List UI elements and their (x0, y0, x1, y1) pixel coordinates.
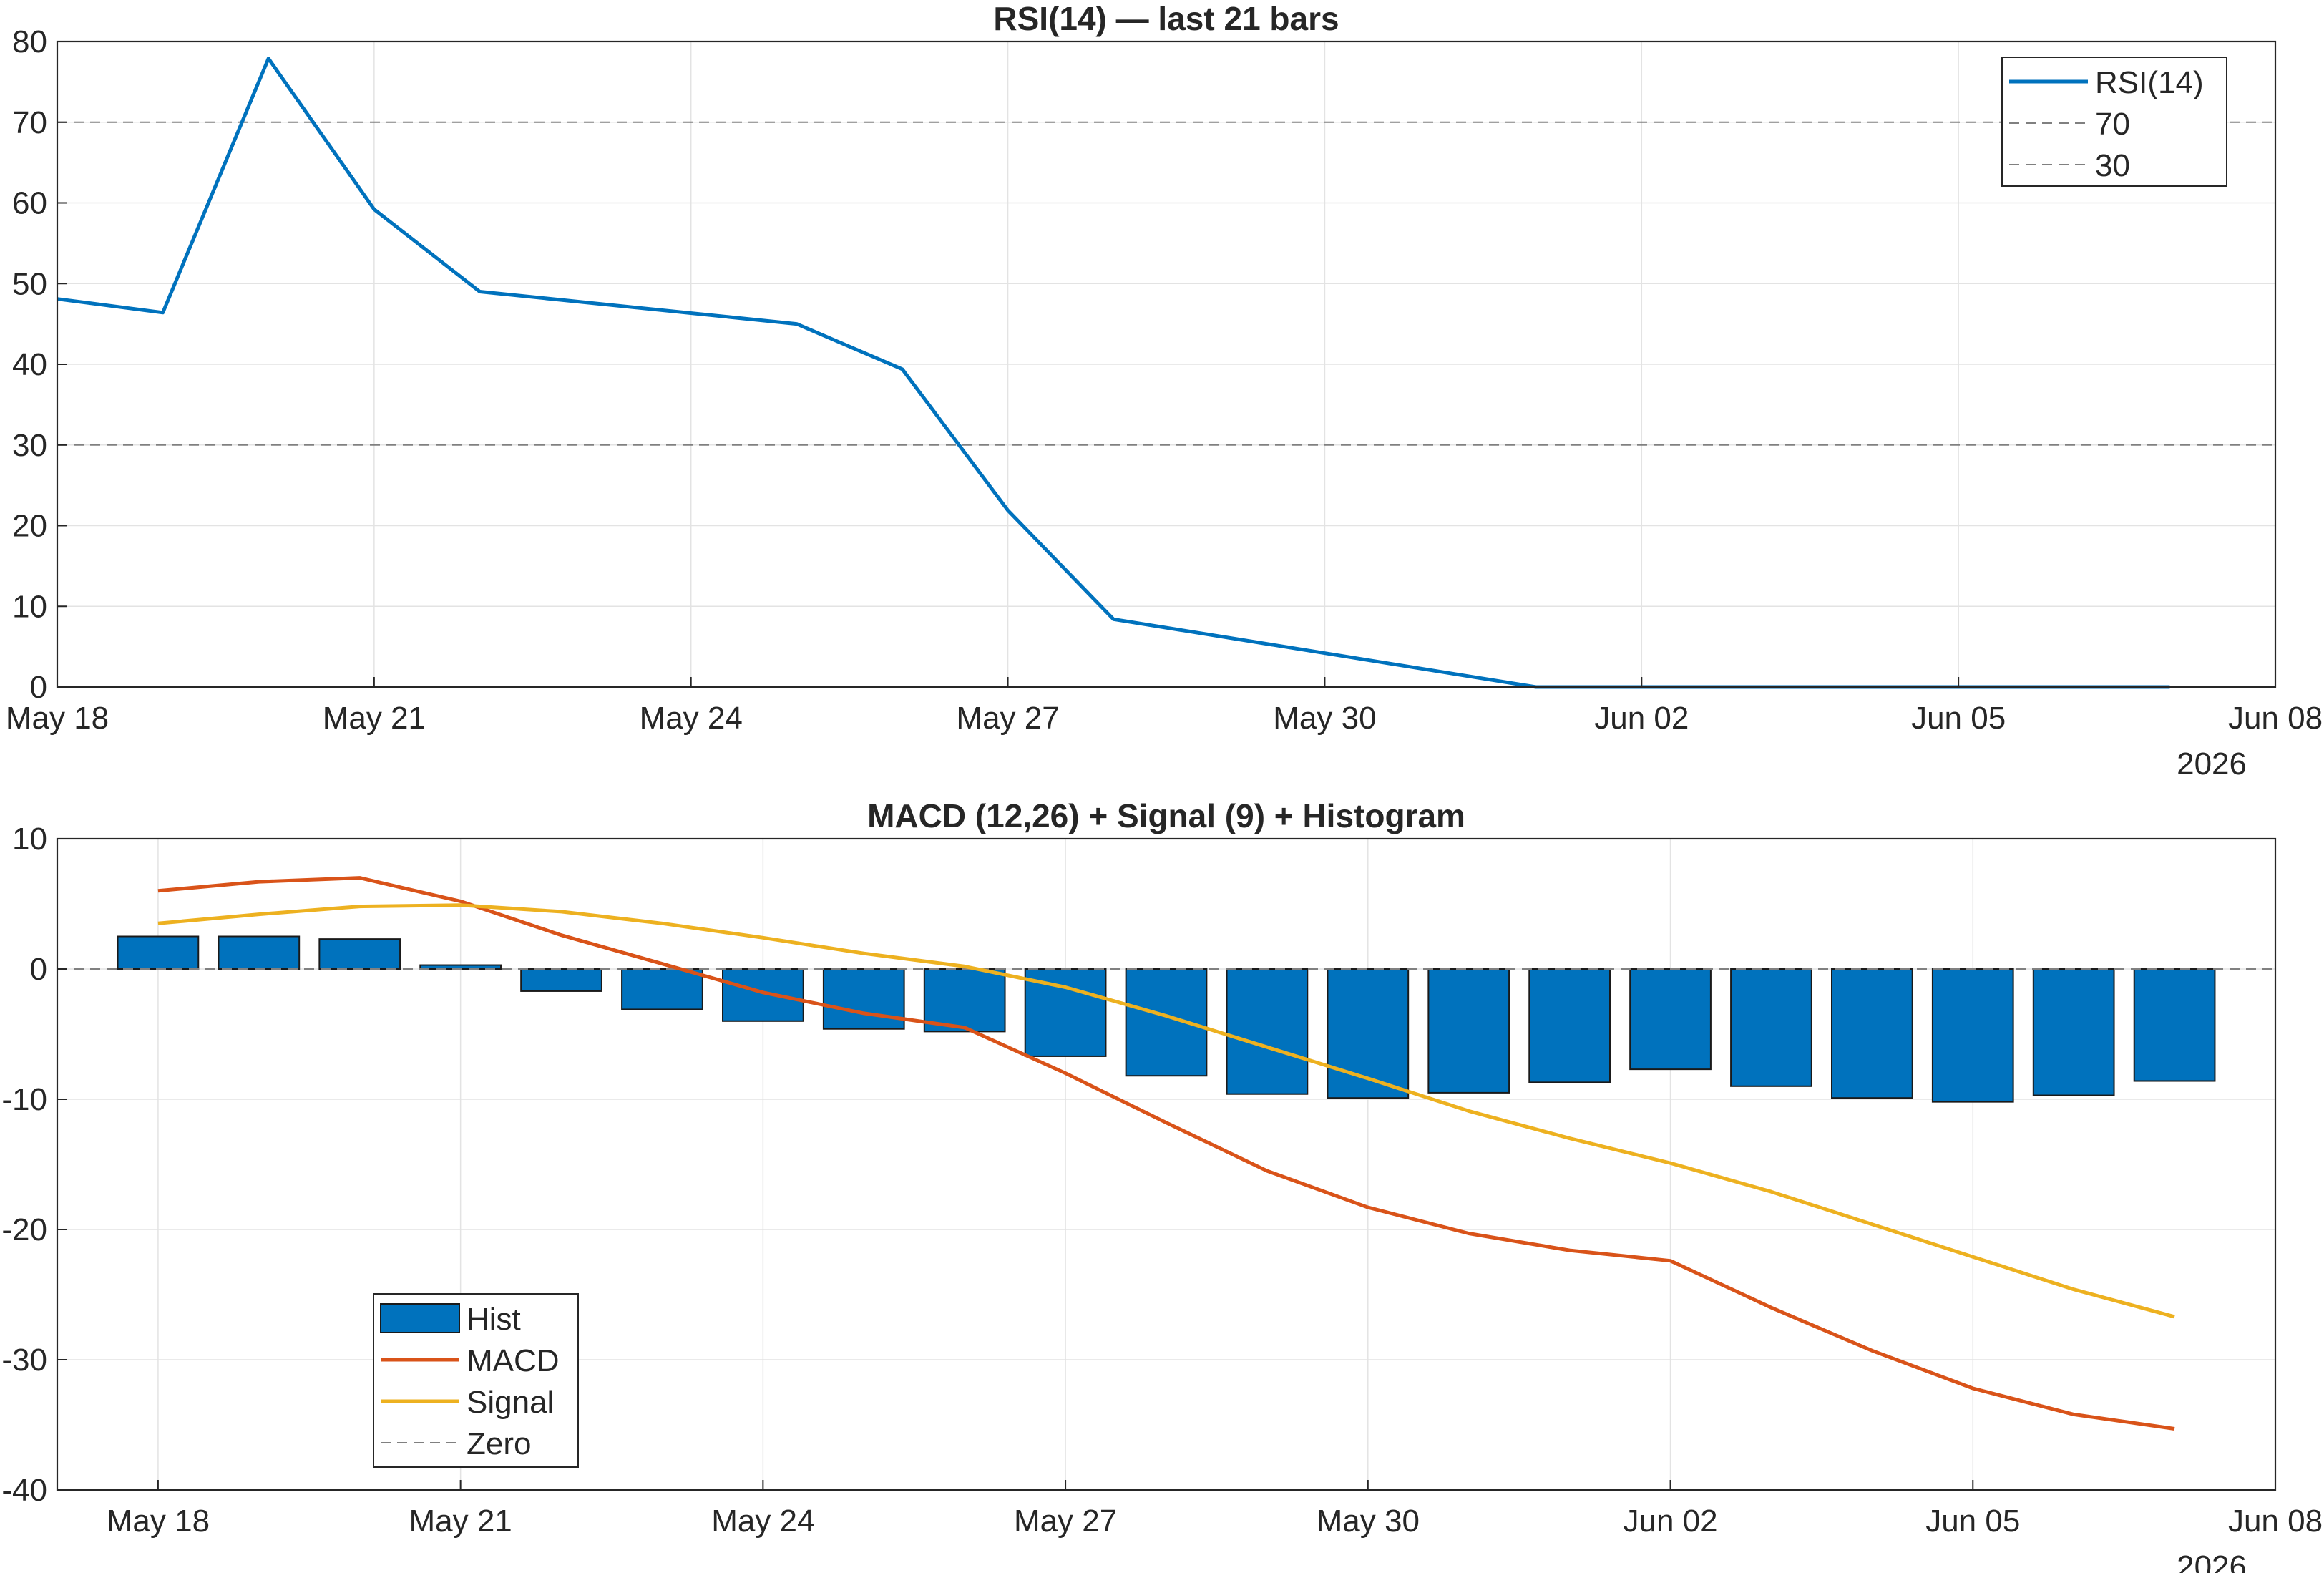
x-tick-label: May 18 (107, 1504, 210, 1539)
y-tick-label: 50 (12, 266, 47, 301)
rsi-year-label: 2026 (2177, 746, 2247, 781)
macd-legend: Hist MACD Signal Zero (373, 1293, 579, 1468)
histogram-bar (1931, 968, 2014, 1103)
series-line-signal (157, 903, 2175, 1319)
legend-label: 70 (2095, 107, 2130, 142)
y-tick-label: 0 (30, 670, 47, 705)
y-tick-label: -30 (1, 1343, 47, 1378)
histogram-bar (1730, 968, 1812, 1087)
macd-chart-panel: -40 -30 -20 -10 0 10 May 18 May 21 May 24 May 27… (1, 797, 2323, 1573)
y-tick-label: 70 (12, 105, 47, 140)
histogram-bar (117, 935, 200, 970)
macd-year-label: 2026 (2177, 1549, 2247, 1573)
y-tick-label: 20 (12, 509, 47, 544)
histogram-bar (2032, 968, 2115, 1096)
legend-label: MACD (467, 1343, 560, 1378)
histogram-bar (1226, 968, 1309, 1095)
histogram-bar (923, 968, 1006, 1033)
x-tick-label: May 18 (6, 701, 109, 736)
y-tick-label: -40 (1, 1473, 47, 1508)
histogram-bar (1831, 968, 1913, 1099)
x-tick-label: Jun 08 (2228, 1504, 2323, 1539)
histogram-bar (722, 968, 804, 1022)
macd-chart-title: MACD (12,26) + Signal (9) + Histogram (867, 797, 1465, 834)
y-tick-label: 40 (12, 347, 47, 382)
x-tick-label: May 24 (640, 701, 743, 736)
x-tick-label: Jun 08 (2228, 701, 2323, 736)
y-tick-label: 60 (12, 186, 47, 221)
y-tick-label: 80 (12, 24, 47, 59)
legend-label: Signal (467, 1385, 554, 1420)
histogram-bar (1427, 968, 1510, 1094)
x-tick-label: May 27 (1014, 1504, 1117, 1539)
histogram-bar (1528, 968, 1611, 1083)
legend-box (2001, 57, 2227, 187)
x-tick-label: May 24 (711, 1504, 814, 1539)
x-tick-label: Jun 05 (1925, 1504, 2020, 1539)
x-tick-label: May 30 (1273, 701, 1376, 736)
legend-label: Zero (467, 1426, 531, 1461)
y-tick-label: -10 (1, 1082, 47, 1117)
histogram-bar (218, 935, 301, 970)
series-line-macd (157, 876, 2175, 1431)
y-tick-label: -20 (1, 1212, 47, 1247)
rsi-legend: RSI(14) 70 30 (2001, 57, 2227, 187)
legend-label: RSI(14) (2095, 65, 2204, 100)
x-tick-label: Jun 02 (1623, 1504, 1717, 1539)
histogram-bar (1125, 968, 1208, 1077)
histogram-bar (318, 938, 401, 970)
histogram-bar (520, 968, 602, 992)
x-tick-label: May 21 (409, 1504, 512, 1539)
y-tick-label: 10 (12, 589, 47, 624)
y-tick-label: 10 (12, 822, 47, 857)
x-tick-label: Jun 05 (1911, 701, 2006, 736)
x-tick-label: Jun 02 (1594, 701, 1689, 736)
rsi-chart-panel: 0 10 20 30 40 50 60 70 80 May 18 May 21 May 24 May … (6, 0, 2323, 781)
x-tick-label: May 30 (1317, 1504, 1420, 1539)
histogram-bar (1629, 968, 1712, 1071)
y-tick-label: 30 (12, 428, 47, 463)
histogram-bar (621, 968, 703, 1010)
histogram-bar (1327, 968, 1410, 1099)
legend-swatch-hist (380, 1303, 460, 1333)
histogram-bar (2133, 968, 2216, 1082)
y-tick-label: 0 (30, 952, 47, 987)
rsi-chart-title: RSI(14) — last 21 bars (993, 0, 1339, 37)
x-tick-label: May 27 (956, 701, 1059, 736)
histogram-bar (822, 968, 905, 1030)
x-tick-label: May 21 (323, 701, 426, 736)
legend-label: Hist (467, 1302, 521, 1337)
macd-axes-frame (56, 837, 2277, 1491)
legend-label: 30 (2095, 148, 2130, 183)
